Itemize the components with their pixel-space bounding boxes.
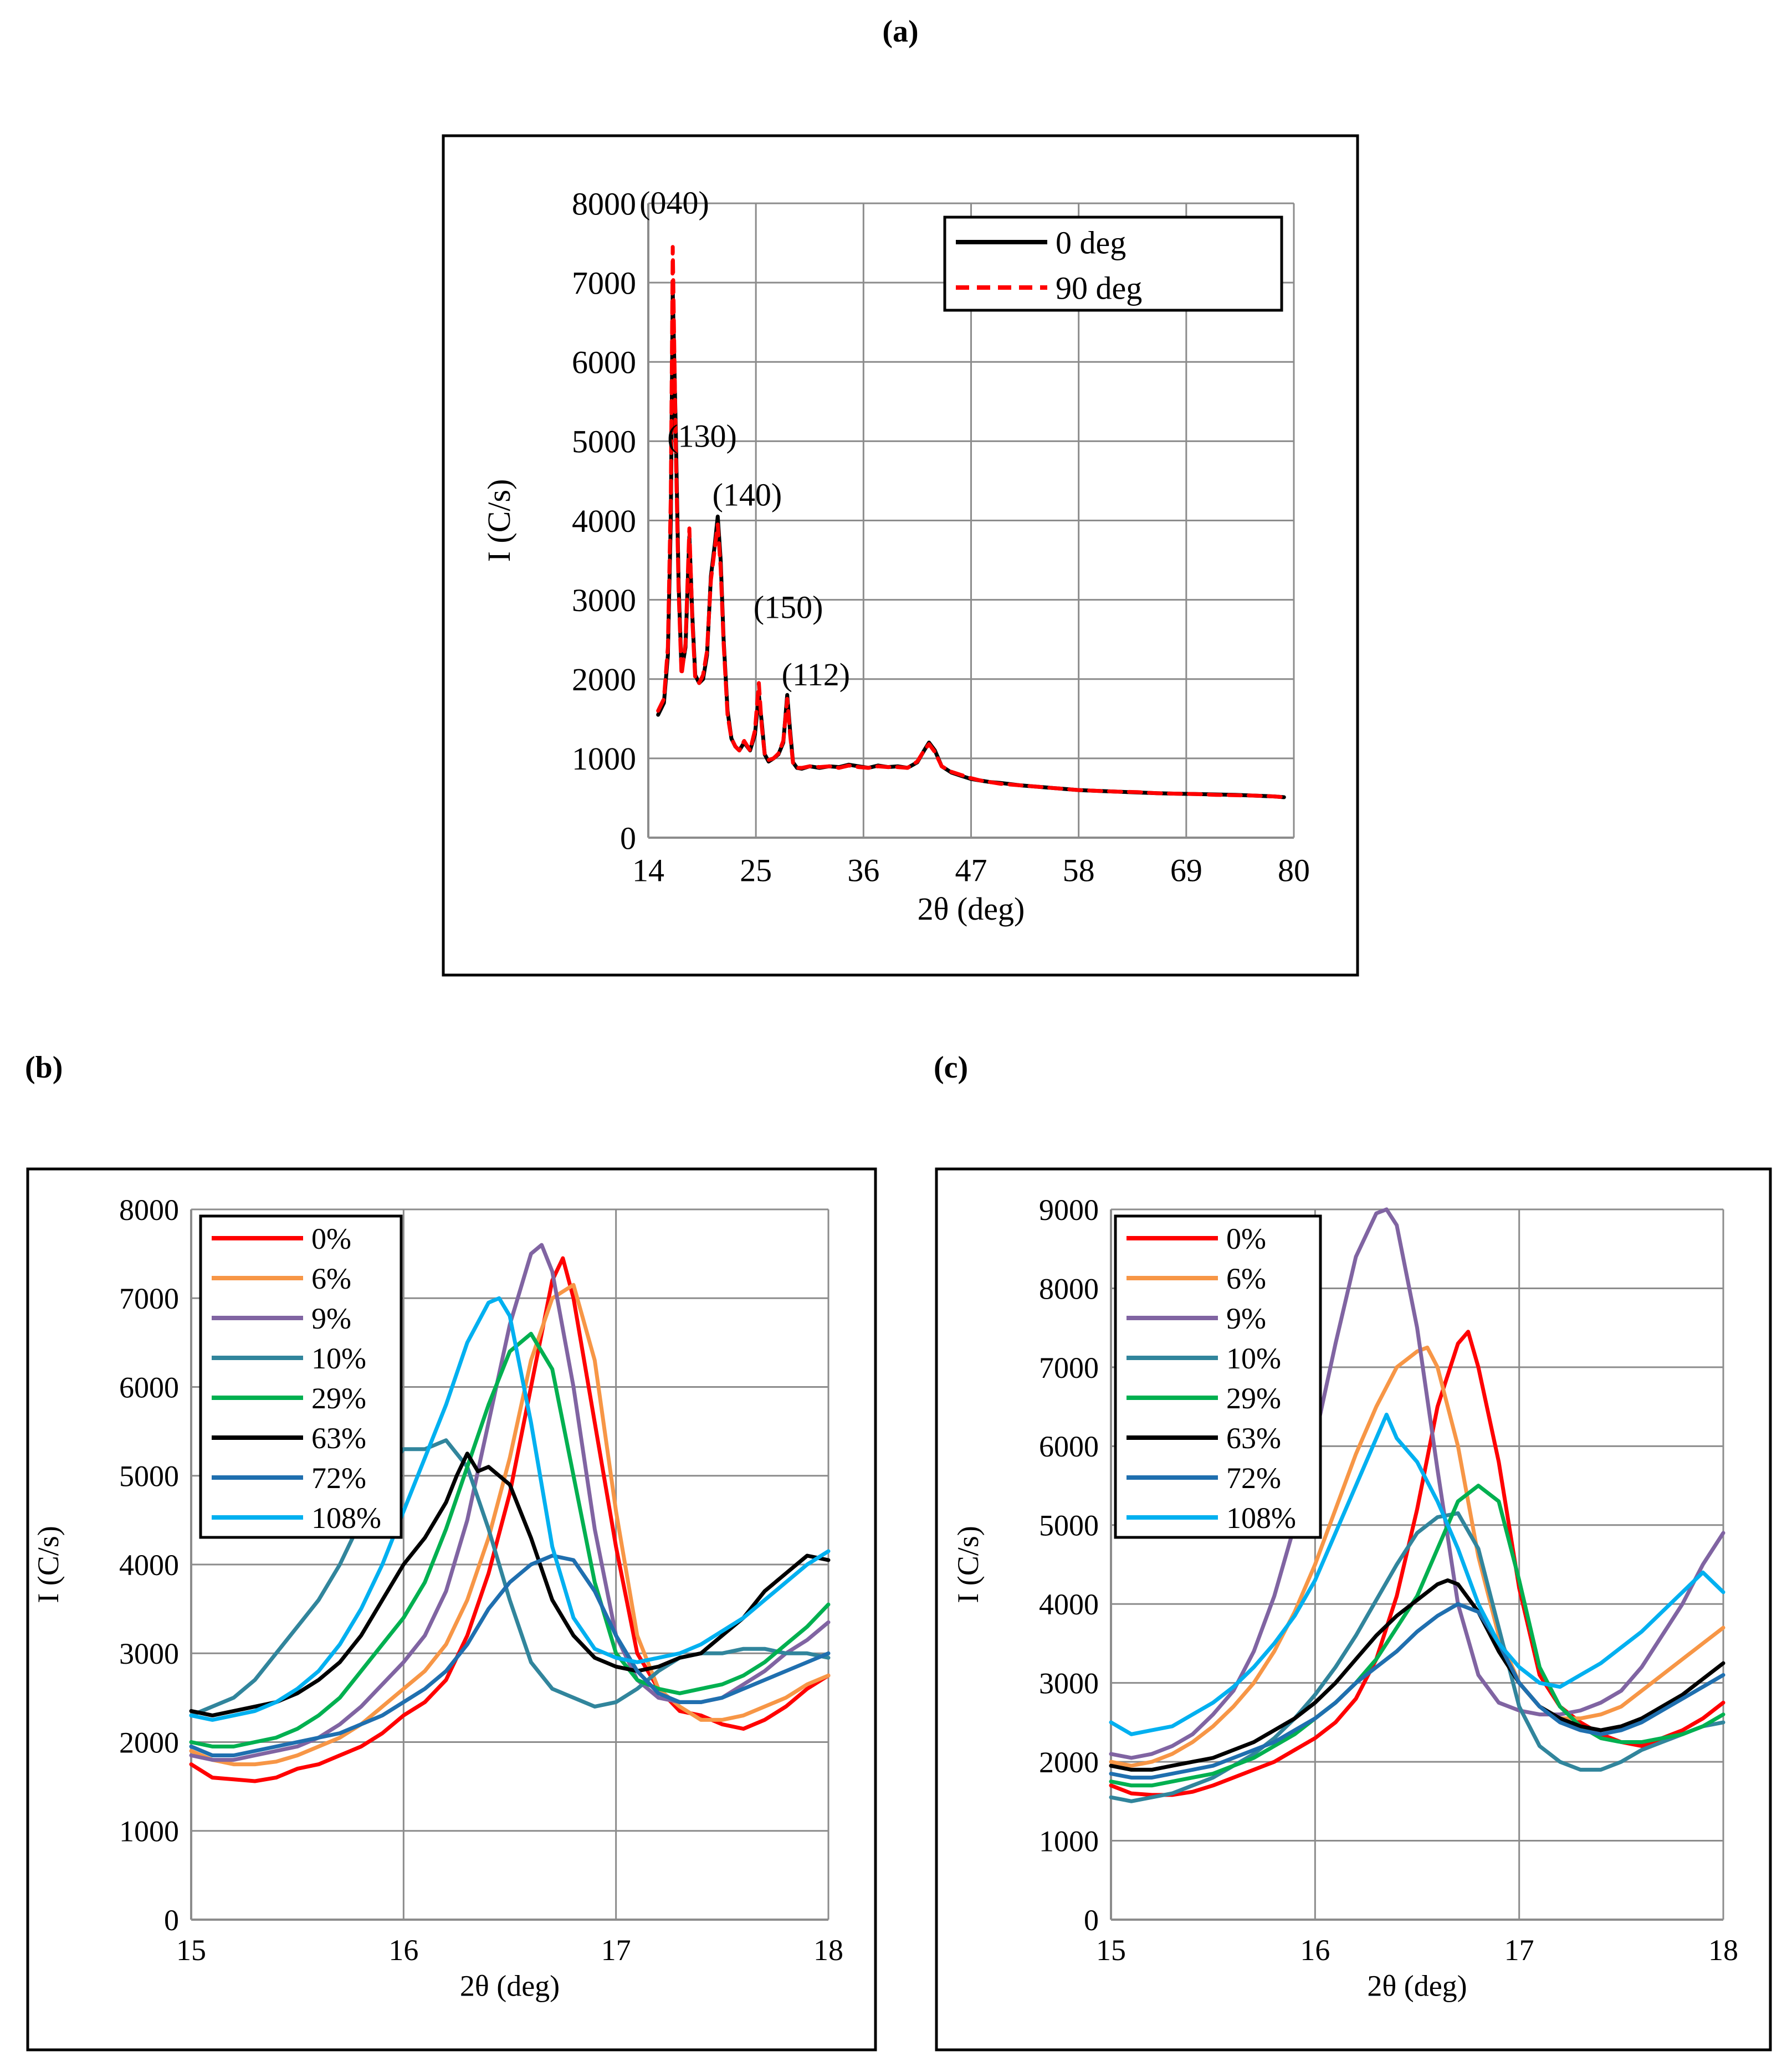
x-tick-label: 17 — [1504, 1933, 1534, 1967]
y-tick-label: 0 — [620, 820, 636, 856]
x-tick-label: 18 — [1708, 1933, 1738, 1967]
y-tick-label: 6000 — [1039, 1430, 1099, 1463]
y-tick-label: 5000 — [572, 424, 636, 460]
y-tick-label: 2000 — [119, 1726, 179, 1759]
legend-label: 0 deg — [1056, 224, 1126, 260]
y-tick-label: 0 — [1084, 1904, 1099, 1937]
x-tick-label: 25 — [740, 852, 772, 888]
y-tick-label: 6000 — [119, 1371, 179, 1404]
peak-annotation: (140) — [713, 476, 782, 512]
panel-a-label: (a) — [882, 14, 918, 49]
x-tick-label: 58 — [1063, 852, 1095, 888]
series-line-0- — [189, 1256, 831, 1783]
series-line-63- — [189, 1452, 831, 1717]
legend-label: 63% — [1226, 1422, 1281, 1455]
y-tick-label: 7000 — [572, 265, 636, 301]
peak-annotation: (130) — [667, 418, 737, 454]
legend-label: 10% — [1226, 1342, 1281, 1375]
legend-label: 63% — [311, 1422, 366, 1455]
y-tick-label: 3000 — [572, 582, 636, 618]
y-tick-label: 3000 — [1039, 1667, 1099, 1700]
legend-label: 29% — [1226, 1382, 1281, 1415]
series-line-63- — [1109, 1578, 1725, 1772]
y-tick-label: 0 — [164, 1904, 179, 1937]
panel-c-frame — [935, 1167, 1772, 2052]
panel-c-label: (c) — [934, 1050, 968, 1085]
peak-annotation: (112) — [782, 657, 850, 693]
chart-c: 0 1000 2000 3000 4000 5000 6000 7000 8000 9000 15 1… — [951, 1193, 1738, 2003]
panel-b-frame — [26, 1167, 877, 2052]
x-tick-label: 14 — [632, 852, 664, 888]
y-tick-label: 4000 — [1039, 1588, 1099, 1621]
y-tick-label: 7000 — [119, 1282, 179, 1315]
x-tick-label: 80 — [1278, 852, 1310, 888]
legend-label: 0% — [311, 1222, 351, 1255]
y-tick-label: 1000 — [119, 1815, 179, 1848]
peak-annotation: (040) — [639, 185, 709, 221]
legend-label: 10% — [311, 1342, 366, 1375]
y-tick-label: 1000 — [1039, 1824, 1099, 1858]
legend-label: 9% — [311, 1302, 351, 1335]
series-line-108- — [1109, 1412, 1725, 1736]
x-axis-title: 2θ (deg) — [1367, 1970, 1467, 2003]
y-tick-label: 2000 — [1039, 1746, 1099, 1779]
x-tick-label: 17 — [601, 1933, 631, 1967]
legend-label: 72% — [1226, 1461, 1281, 1495]
legend-label: 6% — [311, 1262, 351, 1295]
series-line-90-deg — [656, 245, 1286, 799]
legend-label: 6% — [1226, 1262, 1266, 1295]
chart-b: 0 1000 2000 3000 4000 5000 6000 7000 8000 15 16 17 1… — [32, 1193, 843, 2003]
series-line-6- — [1109, 1345, 1725, 1768]
y-tick-label: 1000 — [572, 741, 636, 777]
series-line-72- — [189, 1553, 831, 1757]
legend-label: 72% — [311, 1461, 366, 1495]
x-tick-label: 16 — [1300, 1933, 1330, 1967]
series-line-6- — [189, 1283, 831, 1767]
y-tick-label: 7000 — [1039, 1351, 1099, 1384]
series-line-72- — [1109, 1602, 1725, 1780]
y-tick-label: 4000 — [572, 503, 636, 539]
y-tick-label: 3000 — [119, 1637, 179, 1670]
y-axis-title: I (C/s) — [951, 1526, 985, 1603]
series-line-9- — [1109, 1207, 1725, 1760]
y-tick-label: 2000 — [572, 661, 636, 697]
y-tick-label: 5000 — [119, 1460, 179, 1493]
legend-label: 0% — [1226, 1222, 1266, 1255]
x-tick-label: 16 — [388, 1933, 418, 1967]
series-line-29- — [189, 1331, 831, 1748]
y-tick-label: 8000 — [1039, 1272, 1099, 1305]
legend-box — [943, 216, 1283, 312]
legend-label: 29% — [311, 1382, 366, 1415]
y-axis-title: I (C/s) — [32, 1526, 65, 1603]
chart-a: 0 1000 2000 3000 4000 5000 6000 7000 8000 14 25 36 4… — [481, 185, 1310, 927]
x-tick-label: 15 — [1096, 1933, 1126, 1967]
y-axis-title: I (C/s) — [481, 479, 517, 562]
series-line-29- — [1109, 1484, 1725, 1788]
x-tick-label: 18 — [813, 1933, 843, 1967]
y-tick-label: 5000 — [1039, 1509, 1099, 1542]
y-tick-label: 9000 — [1039, 1193, 1099, 1227]
y-tick-label: 8000 — [572, 186, 636, 222]
x-tick-label: 15 — [176, 1933, 206, 1967]
series-line-108- — [189, 1296, 831, 1722]
peak-annotation: (150) — [754, 589, 823, 625]
y-tick-label: 8000 — [119, 1193, 179, 1227]
y-tick-label: 6000 — [572, 345, 636, 381]
x-tick-label: 69 — [1170, 852, 1202, 888]
series-line-10- — [189, 1438, 831, 1717]
legend-label: 108% — [1226, 1501, 1296, 1535]
x-tick-label: 47 — [955, 852, 987, 888]
x-tick-label: 36 — [847, 852, 879, 888]
x-axis-title: 2θ (deg) — [918, 891, 1025, 927]
legend-box — [1114, 1214, 1322, 1539]
panel-b-label: (b) — [25, 1050, 63, 1085]
legend-label: 108% — [311, 1501, 381, 1535]
legend-box — [199, 1214, 403, 1539]
legend-label: 90 deg — [1056, 270, 1142, 306]
x-axis-title: 2θ (deg) — [460, 1970, 560, 2003]
series-line-10- — [1109, 1511, 1725, 1803]
legend-label: 9% — [1226, 1302, 1266, 1335]
y-tick-label: 4000 — [119, 1548, 179, 1582]
